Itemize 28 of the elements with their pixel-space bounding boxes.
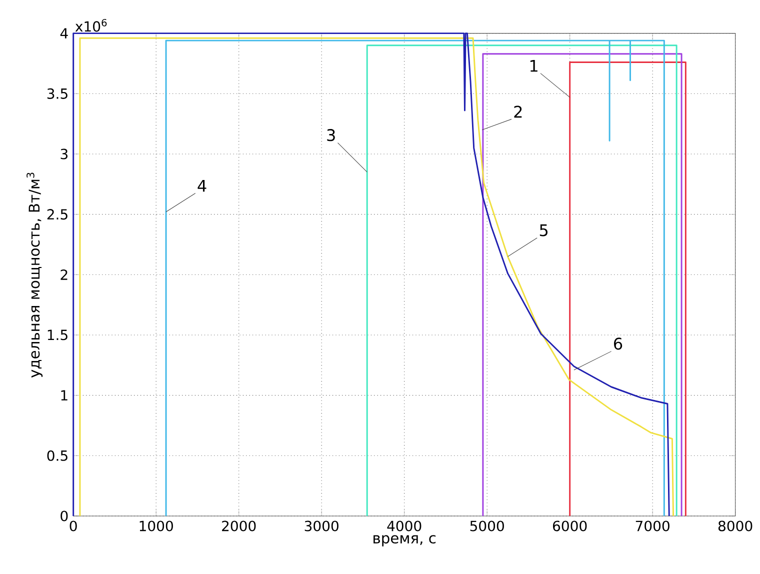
text: x10$^{6}$ — [75, 18, 107, 32]
y-tick-label: 2 — [60, 269, 68, 280]
x-tick-label: 5000 — [470, 520, 504, 532]
x-tick-label: 3000 — [304, 520, 338, 532]
y-tick-label: 2.5 — [47, 209, 68, 220]
annotation: 1 — [530, 60, 538, 72]
x-tick-label: 4000 — [387, 520, 422, 532]
x-tick-label: 7000 — [636, 520, 670, 532]
x-axis-title: время, с — [374, 535, 436, 546]
x-tick-label: 0 — [70, 520, 77, 532]
annotation: 3 — [327, 129, 335, 142]
y-tick-label: 0 — [60, 510, 68, 522]
x-tick-label: 6000 — [553, 520, 587, 532]
line-series — [165, 40, 665, 517]
y-tick-label: 4 — [60, 28, 68, 38]
annotation: 5 — [540, 224, 548, 236]
y-tick-label: 1.5 — [48, 330, 68, 340]
x-tick-label: 1000 — [140, 520, 173, 532]
y-axis-title: удельная мощность, Вт/м$^{3}$ — [26, 172, 43, 378]
x-tick-label: 2000 — [222, 520, 256, 532]
x-tick-label: 8000 — [718, 520, 752, 532]
annotation: 4 — [198, 180, 206, 192]
y-tick-label: 0.5 — [47, 450, 68, 461]
y-tick-label: 3 — [60, 148, 68, 160]
annotation: 6 — [614, 338, 622, 350]
y-tick-label: 1 — [61, 390, 68, 400]
annotation: 2 — [514, 106, 522, 118]
y-tick-label: 3.5 — [47, 88, 68, 99]
